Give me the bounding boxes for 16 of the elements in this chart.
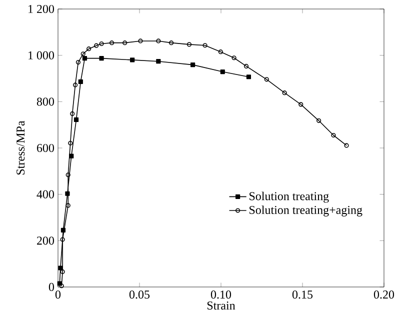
x-axis-title: Strain	[207, 302, 236, 310]
y-axis-title: Stress/MPa	[16, 120, 25, 175]
y-tick-label: 200	[37, 236, 54, 245]
y-tick-label: 1 200	[28, 4, 54, 14]
y-tick-label: 800	[36, 98, 54, 106]
x-tick-label: 0	[55, 290, 61, 299]
y-tick-label: 0	[48, 282, 54, 292]
legend-label: Solution treating+aging	[250, 206, 362, 216]
x-tick-label: 0.20	[374, 290, 394, 299]
y-tick-label: 600	[36, 144, 54, 152]
x-tick-label: 0.15	[292, 290, 313, 299]
legend-label: Solution treating	[250, 192, 329, 203]
x-tick-label: 0.05	[129, 290, 150, 299]
y-tick-label: 400	[36, 190, 54, 198]
x-tick-label: 0.10	[210, 290, 232, 299]
y-tick-label: 1 000	[28, 51, 54, 60]
